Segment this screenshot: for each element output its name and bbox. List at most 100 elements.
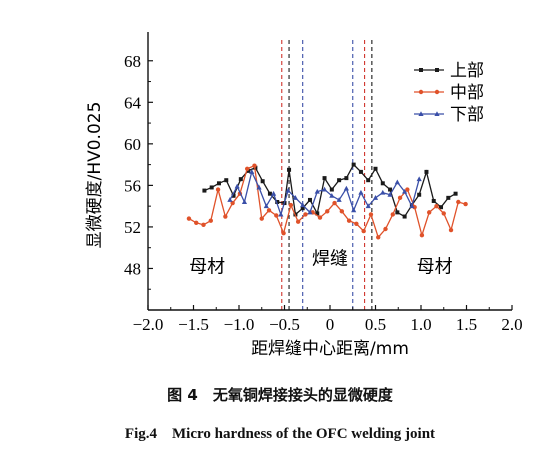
legend-marker-2 (434, 111, 440, 116)
data-point (234, 183, 240, 189)
data-point (431, 198, 436, 203)
data-point (267, 191, 272, 196)
data-point (441, 211, 446, 216)
y-axis-label: 显微硬度/HV0.025 (85, 102, 105, 249)
data-point (358, 189, 364, 195)
y-tick-label: 52 (124, 218, 141, 237)
data-point (339, 209, 345, 214)
data-point (259, 216, 264, 221)
data-point (231, 193, 236, 198)
data-point (275, 200, 280, 204)
data-point (209, 185, 214, 190)
data-point (270, 190, 277, 196)
data-point (336, 197, 342, 202)
figure-caption-cn: 图 4 无氧铜焊接接头的显微硬度 (167, 386, 393, 404)
data-point (325, 209, 330, 214)
region-label-0: 母材 (189, 257, 225, 278)
legend-marker-0 (419, 68, 423, 72)
series-2 (227, 169, 422, 217)
x-tick-label: −1.0 (224, 315, 255, 334)
data-point (351, 162, 356, 167)
data-point (186, 216, 192, 221)
data-point (409, 203, 415, 209)
x-tick-label: −1.5 (178, 315, 209, 334)
data-point (417, 192, 422, 197)
data-point (224, 178, 229, 183)
data-point (397, 195, 403, 201)
data-point (321, 186, 328, 192)
data-point (223, 214, 228, 219)
x-tick-label: 0.5 (365, 315, 386, 334)
data-point (463, 201, 468, 207)
y-tick-label: 56 (124, 176, 141, 195)
data-point (329, 187, 334, 192)
data-point (448, 227, 454, 233)
data-point (329, 192, 335, 198)
data-point (202, 188, 207, 193)
data-point (456, 199, 461, 205)
legend-marker-0 (435, 68, 439, 72)
data-point (380, 189, 386, 195)
data-point (373, 166, 378, 171)
data-point (419, 233, 425, 238)
x-axis-label: 距焊缝中心距离/mm (251, 339, 409, 359)
y-tick-label: 64 (124, 93, 142, 112)
data-point (402, 188, 408, 194)
data-point (266, 208, 272, 213)
data-point (295, 219, 301, 224)
data-point (307, 209, 313, 215)
data-point (380, 181, 385, 186)
data-point (394, 179, 400, 185)
data-point (278, 211, 284, 217)
data-point (238, 177, 243, 182)
data-point (387, 191, 393, 197)
x-tick-label: −0.5 (269, 315, 300, 334)
x-tick-label: 1.0 (410, 315, 431, 334)
data-point (365, 203, 371, 209)
data-point (288, 202, 294, 208)
data-point (390, 212, 395, 217)
data-point (300, 202, 306, 208)
data-point (244, 166, 250, 171)
data-point (230, 200, 235, 206)
data-point (368, 212, 374, 217)
data-point (439, 205, 444, 210)
data-point (395, 210, 400, 215)
data-point (256, 184, 262, 190)
data-point (315, 211, 320, 216)
legend-marker-1 (418, 89, 424, 95)
data-point (402, 214, 407, 219)
data-point (216, 181, 221, 186)
x-tick-label: 2.0 (501, 315, 522, 334)
data-point (412, 204, 417, 210)
y-tick-label: 68 (124, 52, 141, 71)
data-point (351, 207, 357, 213)
data-point (292, 195, 299, 200)
data-point (314, 188, 320, 194)
data-point (405, 187, 410, 192)
x-tick-label: 1.5 (456, 315, 477, 334)
data-point (215, 187, 221, 192)
data-point (388, 187, 393, 192)
data-point (383, 226, 388, 232)
legend-label-2: 下部 (450, 105, 484, 125)
legend-marker-1 (434, 89, 440, 95)
data-point (317, 215, 323, 220)
data-point (361, 228, 366, 234)
data-point (241, 199, 248, 204)
data-point (287, 167, 292, 172)
data-point (376, 235, 381, 240)
y-tick-label: 48 (124, 259, 141, 278)
data-point (201, 222, 206, 228)
data-point (249, 169, 255, 174)
data-point (354, 221, 359, 227)
region-label-1: 焊缝 (312, 248, 348, 269)
data-point (416, 176, 422, 182)
data-point (424, 169, 429, 174)
data-point (366, 178, 371, 183)
data-point (307, 197, 312, 202)
data-point (453, 191, 458, 196)
data-point (446, 195, 451, 200)
y-tick-label: 60 (124, 135, 141, 154)
